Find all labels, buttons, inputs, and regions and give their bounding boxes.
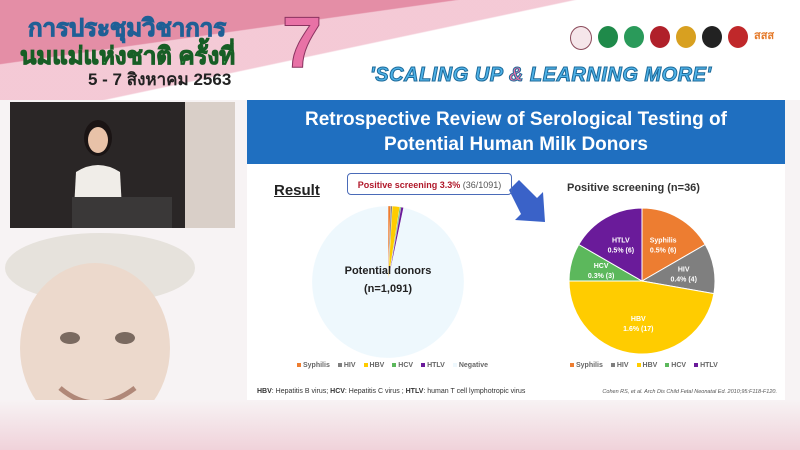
htlv-text: : human T cell lymphotropic virus [423,388,526,395]
logo-icon [624,26,644,48]
right-chart-legend: Syphilis HIV HBV HCV HTLV [570,362,718,369]
data-label-value: 0.5% (6) [608,247,634,254]
data-label-name: HBV [631,316,646,323]
data-label-name: HTLV [612,237,630,244]
citation: Cohen RS, et al. Arch Dis Child Fetal Ne… [602,389,777,395]
legend-item: HCV [665,362,686,369]
pie-charts: Potential donors (n=1,091) Syphilis 0.5% (6… [311,180,716,359]
banner-band [0,0,800,100]
legend-item: HTLV [694,362,718,369]
htlv-abbr: HTLV [405,388,424,395]
data-label-name: HCV [594,263,609,270]
data-label-value: 0.3% (3) [588,273,614,280]
child-photo-background [5,233,195,433]
speaker-video [10,102,235,228]
abbreviation-footnote: HBV: Hepatitis B virus; HCV: Hepatitis C… [257,388,525,395]
hbv-text: : Hepatitis B virus; [271,388,331,395]
hcv-text: : Hepatitis C virus ; [344,388,406,395]
logo-icon [598,26,618,48]
legend-item: Syphilis [297,362,330,369]
legend-item: HIV [610,362,629,369]
slogan-part2: LEARNING MORE' [523,64,712,87]
slide-title: Retrospective Review of Serological Test… [247,100,785,164]
background-strip [0,400,800,450]
slogan: 'SCALING UP & LEARNING MORE' [370,64,712,87]
hbv-abbr: HBV [257,388,272,395]
data-label-name: HIV [678,267,690,274]
slide-title-line2: Potential Human Milk Donors [384,134,648,155]
pie-slice-hbv [568,280,715,355]
hcv-abbr: HCV [330,388,345,395]
conference-subtitle-thai: นมแม่แห่งชาติ ครั้งที่ [19,43,236,71]
logo-icon [728,26,748,48]
slogan-part1: 'SCALING UP [370,64,509,87]
logo-icon [702,26,722,48]
data-label-name: Syphilis [650,237,677,244]
slogan-amp: & [508,64,524,87]
center-label: Potential donors [345,265,432,277]
legend-item: HTLV [421,362,445,369]
logo-icon [676,26,696,48]
center-label: (n=1,091) [364,283,412,295]
legend-item: Negative [452,362,488,369]
pie-slice-negative [311,205,465,359]
left-chart-legend: Syphilis HIV HBV HCV HTLV Negative [297,362,488,369]
data-label-value: 0.4% (4) [670,277,696,284]
right-chart-title: Positive screening (n=36) [567,182,700,194]
positive-screening-callout: Positive screening 3.3% (36/1091) [347,173,512,195]
data-label-value: 1.6% (17) [623,326,653,333]
podium [72,197,172,228]
logo-icon [570,26,592,50]
slide-title-line1: Retrospective Review of Serological Test… [305,109,727,130]
legend-item: Syphilis [570,362,603,369]
legend-item: HBV [636,362,657,369]
backdrop [185,102,235,228]
sponsor-logos: สสส [570,26,774,50]
thaihealth-logo: สสส [754,30,775,42]
arrow-icon [509,180,545,222]
data-label-value: 0.5% (6) [650,247,676,254]
legend-item: HCV [392,362,413,369]
presentation-slide: Retrospective Review of Serological Test… [247,100,785,400]
legend-item: HBV [363,362,384,369]
pie-slice-syphilis [641,207,706,282]
edition-number: 7 [281,3,323,84]
callout-bold: Positive screening 3.3% [357,180,461,190]
result-heading: Result [274,182,320,199]
conference-title-thai: การประชุมวิชาการ [27,15,227,43]
logo-icon [650,26,670,48]
conference-date: 5 - 7 สิงหาคม 2563 [88,70,232,89]
callout-ratio: (36/1091) [460,180,502,190]
conference-banner: การประชุมวิชาการ นมแม่แห่งชาติ ครั้งที่ … [0,0,800,100]
pie-slice-htlv [578,207,643,282]
legend-item: HIV [337,362,356,369]
